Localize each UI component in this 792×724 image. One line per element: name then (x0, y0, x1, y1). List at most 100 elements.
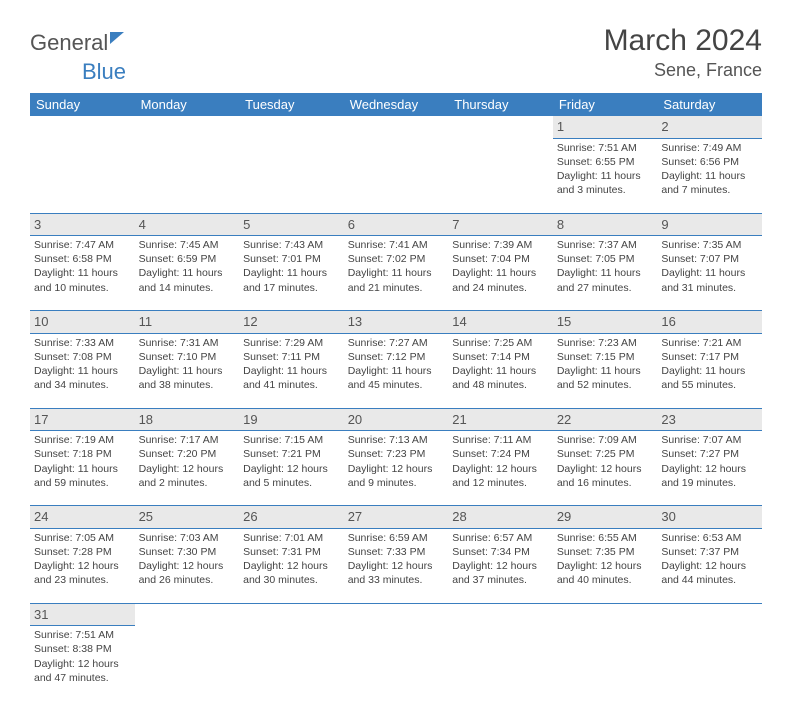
day-number: 7 (448, 213, 553, 236)
day-number: 13 (344, 311, 449, 334)
sunset-line: Sunset: 7:31 PM (243, 545, 340, 559)
sunset-line: Sunset: 6:59 PM (139, 252, 236, 266)
sunrise-line: Sunrise: 7:49 AM (661, 141, 758, 155)
sunset-line: Sunset: 6:55 PM (557, 155, 654, 169)
sunrise-line: Sunrise: 7:09 AM (557, 433, 654, 447)
day-number: 6 (344, 213, 449, 236)
day-number: 31 (30, 603, 135, 626)
sunset-line: Sunset: 7:10 PM (139, 350, 236, 364)
sunset-line: Sunset: 7:23 PM (348, 447, 445, 461)
detail-row: Sunrise: 7:33 AMSunset: 7:08 PMDaylight:… (30, 333, 762, 408)
sunset-line: Sunset: 7:34 PM (452, 545, 549, 559)
day-cell: Sunrise: 7:43 AMSunset: 7:01 PMDaylight:… (239, 236, 344, 311)
sunset-line: Sunset: 7:35 PM (557, 545, 654, 559)
day-cell: Sunrise: 7:27 AMSunset: 7:12 PMDaylight:… (344, 333, 449, 408)
empty-cell (344, 138, 449, 213)
day-number: 16 (657, 311, 762, 334)
daylight-line: Daylight: 11 hours and 21 minutes. (348, 266, 445, 294)
daylight-line: Daylight: 11 hours and 45 minutes. (348, 364, 445, 392)
day-cell: Sunrise: 7:05 AMSunset: 7:28 PMDaylight:… (30, 528, 135, 603)
day-number: 10 (30, 311, 135, 334)
sunset-line: Sunset: 7:20 PM (139, 447, 236, 461)
sunset-line: Sunset: 8:38 PM (34, 642, 131, 656)
day-number: 11 (135, 311, 240, 334)
daylight-line: Daylight: 11 hours and 3 minutes. (557, 169, 654, 197)
day-number: 28 (448, 506, 553, 529)
day-cell: Sunrise: 7:23 AMSunset: 7:15 PMDaylight:… (553, 333, 658, 408)
sunrise-line: Sunrise: 7:37 AM (557, 238, 654, 252)
sunrise-line: Sunrise: 7:29 AM (243, 336, 340, 350)
day-number: 12 (239, 311, 344, 334)
daynum-row: 17181920212223 (30, 408, 762, 431)
sunrise-line: Sunrise: 6:53 AM (661, 531, 758, 545)
sunset-line: Sunset: 7:11 PM (243, 350, 340, 364)
sunset-line: Sunset: 7:02 PM (348, 252, 445, 266)
daynum-row: 24252627282930 (30, 506, 762, 529)
sunset-line: Sunset: 7:28 PM (34, 545, 131, 559)
daylight-line: Daylight: 11 hours and 59 minutes. (34, 462, 131, 490)
daylight-line: Daylight: 12 hours and 16 minutes. (557, 462, 654, 490)
sunset-line: Sunset: 7:08 PM (34, 350, 131, 364)
day-number: 1 (553, 116, 658, 138)
day-cell: Sunrise: 7:01 AMSunset: 7:31 PMDaylight:… (239, 528, 344, 603)
daylight-line: Daylight: 11 hours and 7 minutes. (661, 169, 758, 197)
day-cell: Sunrise: 6:53 AMSunset: 7:37 PMDaylight:… (657, 528, 762, 603)
empty-cell (239, 603, 344, 626)
day-cell: Sunrise: 7:45 AMSunset: 6:59 PMDaylight:… (135, 236, 240, 311)
month-title: March 2024 (604, 24, 762, 58)
day-number: 2 (657, 116, 762, 138)
sunset-line: Sunset: 7:17 PM (661, 350, 758, 364)
day-number: 9 (657, 213, 762, 236)
daynum-row: 12 (30, 116, 762, 138)
empty-cell (344, 626, 449, 701)
sunset-line: Sunset: 7:05 PM (557, 252, 654, 266)
sunrise-line: Sunrise: 7:51 AM (557, 141, 654, 155)
daylight-line: Daylight: 11 hours and 34 minutes. (34, 364, 131, 392)
sunrise-line: Sunrise: 7:21 AM (661, 336, 758, 350)
daylight-line: Daylight: 11 hours and 41 minutes. (243, 364, 340, 392)
sunrise-line: Sunrise: 7:23 AM (557, 336, 654, 350)
daylight-line: Daylight: 12 hours and 47 minutes. (34, 657, 131, 685)
daylight-line: Daylight: 11 hours and 38 minutes. (139, 364, 236, 392)
day-number: 19 (239, 408, 344, 431)
sunrise-line: Sunrise: 7:13 AM (348, 433, 445, 447)
sunrise-line: Sunrise: 7:27 AM (348, 336, 445, 350)
day-cell: Sunrise: 7:47 AMSunset: 6:58 PMDaylight:… (30, 236, 135, 311)
detail-row: Sunrise: 7:47 AMSunset: 6:58 PMDaylight:… (30, 236, 762, 311)
empty-cell (30, 116, 135, 138)
logo: General (30, 24, 124, 56)
empty-cell (239, 626, 344, 701)
sunrise-line: Sunrise: 7:41 AM (348, 238, 445, 252)
calendar-table: SundayMondayTuesdayWednesdayThursdayFrid… (30, 93, 762, 700)
day-number: 18 (135, 408, 240, 431)
day-number: 30 (657, 506, 762, 529)
detail-row: Sunrise: 7:05 AMSunset: 7:28 PMDaylight:… (30, 528, 762, 603)
day-cell: Sunrise: 7:51 AMSunset: 6:55 PMDaylight:… (553, 138, 658, 213)
daylight-line: Daylight: 11 hours and 14 minutes. (139, 266, 236, 294)
day-cell: Sunrise: 7:13 AMSunset: 7:23 PMDaylight:… (344, 431, 449, 506)
empty-cell (135, 603, 240, 626)
logo-text-2: Blue (82, 59, 126, 84)
daylight-line: Daylight: 12 hours and 5 minutes. (243, 462, 340, 490)
day-cell: Sunrise: 7:03 AMSunset: 7:30 PMDaylight:… (135, 528, 240, 603)
empty-cell (553, 603, 658, 626)
sunset-line: Sunset: 7:01 PM (243, 252, 340, 266)
empty-cell (344, 116, 449, 138)
empty-cell (448, 626, 553, 701)
weekday-wednesday: Wednesday (344, 93, 449, 116)
day-cell: Sunrise: 7:39 AMSunset: 7:04 PMDaylight:… (448, 236, 553, 311)
day-cell: Sunrise: 7:29 AMSunset: 7:11 PMDaylight:… (239, 333, 344, 408)
day-number: 25 (135, 506, 240, 529)
weekday-header-row: SundayMondayTuesdayWednesdayThursdayFrid… (30, 93, 762, 116)
day-number: 29 (553, 506, 658, 529)
day-cell: Sunrise: 6:55 AMSunset: 7:35 PMDaylight:… (553, 528, 658, 603)
sunset-line: Sunset: 7:04 PM (452, 252, 549, 266)
day-number: 4 (135, 213, 240, 236)
sunrise-line: Sunrise: 6:59 AM (348, 531, 445, 545)
location: Sene, France (604, 60, 762, 81)
daylight-line: Daylight: 11 hours and 48 minutes. (452, 364, 549, 392)
detail-row: Sunrise: 7:51 AMSunset: 6:55 PMDaylight:… (30, 138, 762, 213)
weekday-sunday: Sunday (30, 93, 135, 116)
day-number: 26 (239, 506, 344, 529)
day-cell: Sunrise: 7:19 AMSunset: 7:18 PMDaylight:… (30, 431, 135, 506)
